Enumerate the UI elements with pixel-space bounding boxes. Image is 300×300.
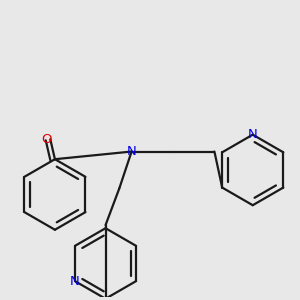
- Text: N: N: [248, 128, 258, 141]
- Text: O: O: [41, 133, 52, 146]
- Text: N: N: [70, 274, 80, 288]
- Text: N: N: [127, 145, 136, 158]
